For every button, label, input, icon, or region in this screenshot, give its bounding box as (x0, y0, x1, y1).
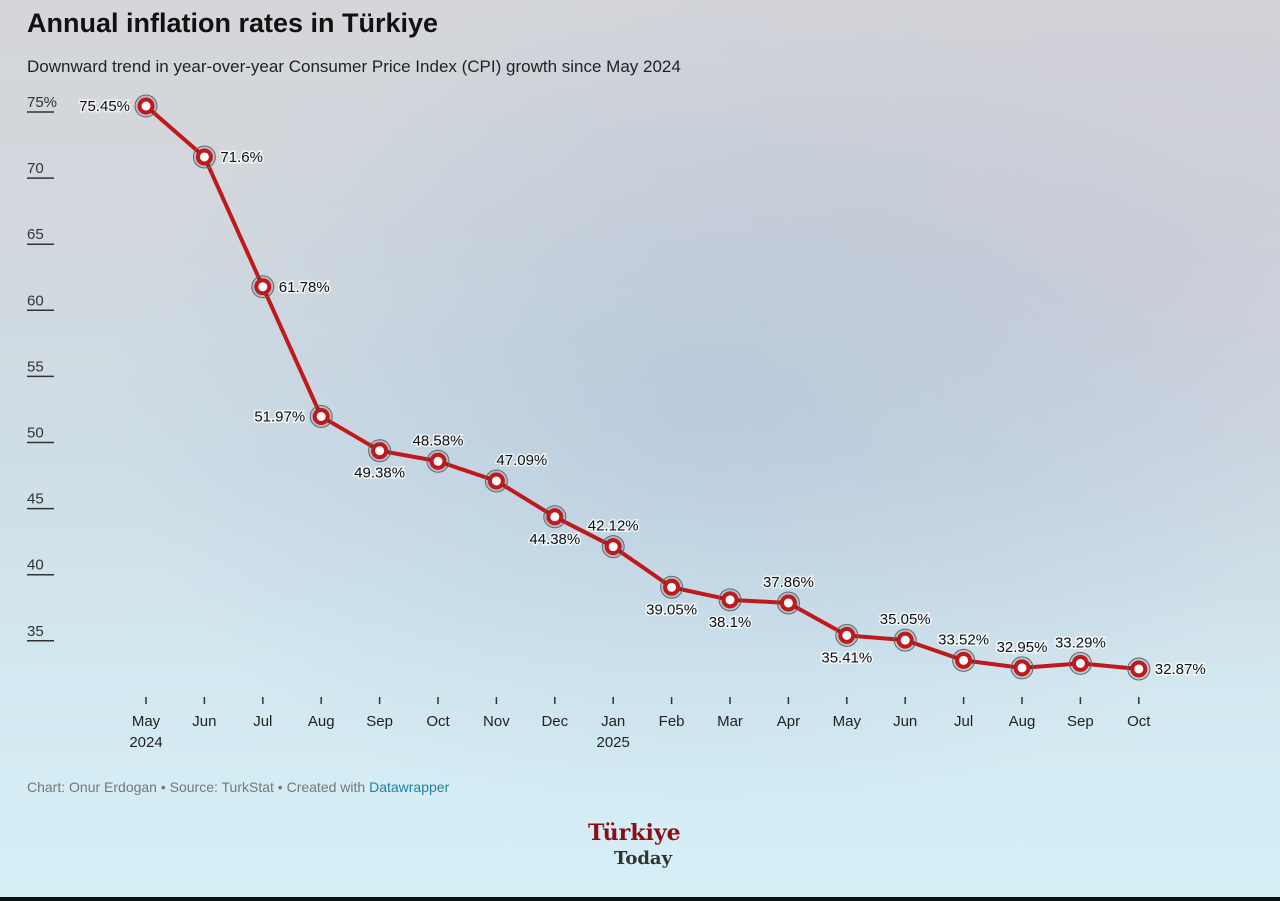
data-point (896, 631, 914, 649)
data-point (137, 97, 155, 115)
y-tick-label: 40 (27, 557, 44, 574)
logo-line1: Türkiye (588, 820, 681, 846)
bottom-border (0, 897, 1280, 901)
series-line (144, 104, 1139, 671)
data-label: 33.29% (1055, 634, 1106, 651)
data-label: 75.45% (79, 98, 130, 115)
x-tick-label: Feb (659, 713, 685, 730)
x-tick-sublabel: 2024 (129, 734, 162, 751)
data-label: 42.12% (588, 518, 639, 535)
x-tick-label: Jul (954, 713, 973, 730)
data-point (721, 591, 739, 609)
data-label: 48.58% (413, 432, 464, 449)
data-point (195, 148, 213, 166)
data-label: 38.1% (709, 614, 752, 631)
x-tick-label: Apr (777, 713, 800, 730)
y-tick-label: 75% (27, 94, 57, 111)
x-tick-label: Jan (601, 713, 625, 730)
datawrapper-link[interactable]: Datawrapper (369, 779, 450, 795)
y-tick-label: 45 (27, 491, 44, 508)
y-tick-label: 35 (27, 623, 44, 640)
data-label: 32.95% (997, 639, 1048, 656)
data-point (371, 442, 389, 460)
x-tick-label: Dec (541, 713, 568, 730)
y-tick-label: 50 (27, 425, 44, 442)
data-point (254, 278, 272, 296)
x-tick-label: Oct (426, 713, 450, 730)
data-label: 47.09% (496, 452, 547, 469)
data-point (429, 452, 447, 470)
data-point (838, 626, 856, 644)
data-label: 71.6% (220, 149, 263, 166)
chart-subtitle: Downward trend in year-over-year Consume… (27, 57, 681, 76)
data-point (779, 594, 797, 612)
y-tick-label: 55 (27, 358, 44, 375)
chart-title: Annual inflation rates in Türkiye (27, 8, 439, 38)
x-tick-label: Jul (253, 713, 272, 730)
data-point (663, 578, 681, 596)
data-point (1013, 659, 1031, 677)
turkiye-today-logo: Türkiye Today (588, 820, 698, 876)
y-tick-label: 70 (27, 160, 44, 177)
data-label: 39.05% (646, 601, 697, 618)
y-tick-label: 60 (27, 292, 44, 309)
data-point (546, 508, 564, 526)
data-label: 33.52% (938, 631, 989, 648)
data-label: 61.78% (279, 279, 330, 296)
data-point (604, 538, 622, 556)
data-label: 51.97% (254, 408, 305, 425)
x-tick-label: Aug (308, 713, 335, 730)
x-tick-label: Oct (1127, 713, 1151, 730)
chart-footer: Chart: Onur Erdogan • Source: TurkStat •… (27, 779, 449, 795)
x-tick-label: Sep (366, 713, 393, 730)
x-tick-label: Aug (1009, 713, 1036, 730)
logo-line2: Today (614, 848, 673, 869)
x-tick-label: May (132, 713, 161, 730)
data-point (1130, 660, 1148, 678)
x-tick-label: Mar (717, 713, 743, 730)
x-tick-label: Nov (483, 713, 510, 730)
data-label: 32.87% (1155, 661, 1206, 678)
data-point (1071, 654, 1089, 672)
x-tick-label: Jun (192, 713, 216, 730)
credit-text: Chart: Onur Erdogan • Source: TurkStat •… (27, 779, 370, 795)
data-point (955, 651, 973, 669)
x-tick-sublabel: 2025 (597, 734, 630, 751)
data-label: 35.41% (821, 649, 872, 666)
data-point (487, 472, 505, 490)
data-point (312, 407, 330, 425)
x-tick-label: Sep (1067, 713, 1094, 730)
data-label: 35.05% (880, 611, 931, 628)
x-tick-label: May (833, 713, 862, 730)
x-tick-label: Jun (893, 713, 917, 730)
data-label: 44.38% (529, 531, 580, 548)
data-label: 49.38% (354, 465, 405, 482)
data-label: 37.86% (763, 574, 814, 591)
y-tick-label: 65 (27, 226, 44, 243)
